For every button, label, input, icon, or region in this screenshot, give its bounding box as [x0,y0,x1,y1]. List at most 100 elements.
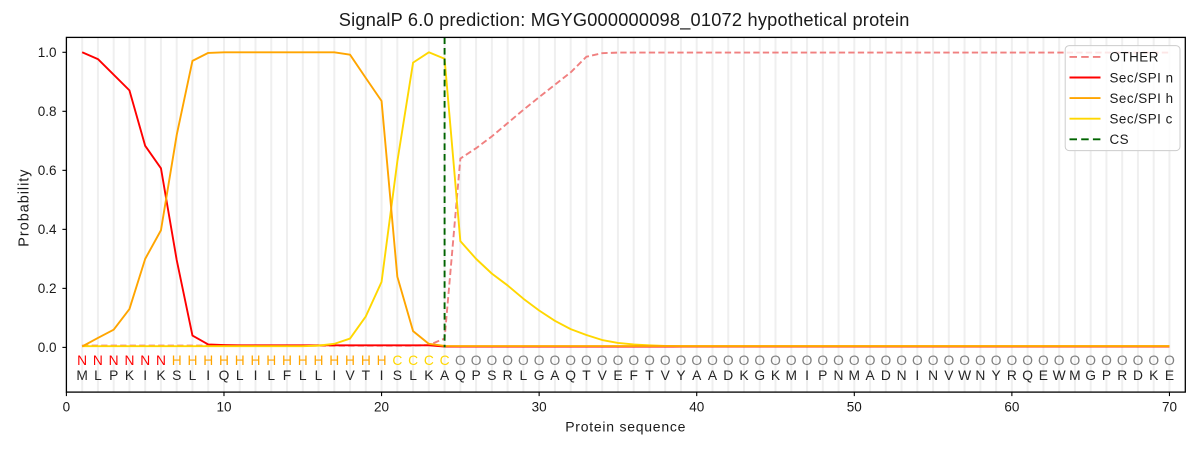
svg-text:O: O [865,353,876,368]
svg-text:O: O [723,353,734,368]
svg-text:C: C [408,353,418,368]
svg-text:Probability: Probability [16,168,32,246]
svg-text:I: I [332,368,336,383]
svg-text:O: O [1101,353,1112,368]
svg-text:O: O [660,353,671,368]
svg-text:O: O [1133,353,1144,368]
svg-text:O: O [471,353,482,368]
svg-text:O: O [691,353,702,368]
svg-text:L: L [94,368,102,383]
svg-text:O: O [1085,353,1096,368]
svg-text:H: H [172,353,182,368]
svg-text:O: O [1022,353,1033,368]
svg-text:N: N [140,353,150,368]
svg-text:Q: Q [219,368,230,383]
svg-text:O: O [975,353,986,368]
svg-text:H: H [266,353,276,368]
svg-text:O: O [676,353,687,368]
svg-text:H: H [361,353,371,368]
svg-text:G: G [1085,368,1096,383]
svg-text:H: H [251,353,261,368]
svg-text:P: P [818,368,827,383]
svg-text:O: O [550,353,561,368]
svg-text:C: C [424,353,434,368]
svg-text:CS: CS [1110,132,1130,147]
svg-text:O: O [959,353,970,368]
svg-text:O: O [628,353,639,368]
svg-text:R: R [503,368,513,383]
svg-text:L: L [299,368,307,383]
svg-text:Q: Q [455,368,466,383]
svg-text:I: I [805,368,809,383]
svg-text:W: W [958,368,971,383]
svg-text:K: K [125,368,135,383]
svg-text:P: P [109,368,118,383]
svg-text:O: O [833,353,844,368]
svg-text:H: H [187,353,197,368]
svg-text:O: O [534,353,545,368]
svg-text:N: N [77,353,87,368]
svg-text:T: T [362,368,371,383]
svg-text:M: M [76,368,88,383]
svg-text:OTHER: OTHER [1110,50,1159,65]
svg-text:N: N [93,353,103,368]
svg-text:F: F [629,368,637,383]
svg-text:D: D [723,368,733,383]
svg-text:N: N [109,353,119,368]
svg-text:40: 40 [689,400,704,415]
svg-text:E: E [613,368,622,383]
svg-text:O: O [1007,353,1018,368]
svg-text:O: O [1117,353,1128,368]
svg-text:Y: Y [676,368,685,383]
svg-text:R: R [1117,368,1127,383]
svg-text:A: A [440,368,450,383]
svg-text:K: K [156,368,166,383]
svg-text:O: O [1054,353,1065,368]
svg-text:L: L [189,368,197,383]
svg-text:G: G [534,368,545,383]
svg-text:O: O [565,353,576,368]
svg-text:H: H [282,353,292,368]
svg-text:O: O [455,353,466,368]
svg-text:V: V [598,368,608,383]
svg-text:O: O [880,353,891,368]
svg-text:A: A [550,368,560,383]
svg-text:O: O [613,353,624,368]
svg-text:O: O [1070,353,1081,368]
svg-text:Sec/SPI h: Sec/SPI h [1110,91,1174,106]
svg-text:L: L [409,368,417,383]
svg-text:0.0: 0.0 [38,340,57,355]
svg-text:K: K [739,368,749,383]
svg-text:O: O [991,353,1002,368]
svg-text:60: 60 [1004,400,1019,415]
svg-text:N: N [897,368,907,383]
svg-text:O: O [581,353,592,368]
svg-text:O: O [817,353,828,368]
svg-text:L: L [520,368,528,383]
svg-text:O: O [1038,353,1049,368]
svg-text:V: V [944,368,954,383]
svg-text:O: O [786,353,797,368]
svg-text:O: O [912,353,923,368]
svg-text:V: V [345,368,355,383]
svg-text:H: H [219,353,229,368]
svg-text:H: H [345,353,355,368]
svg-text:S: S [172,368,181,383]
svg-text:0.8: 0.8 [38,104,57,119]
svg-text:T: T [645,368,654,383]
svg-text:I: I [254,368,258,383]
svg-text:K: K [1149,368,1159,383]
svg-text:O: O [518,353,529,368]
svg-text:D: D [1133,368,1143,383]
svg-text:1.0: 1.0 [38,45,57,60]
svg-text:L: L [236,368,244,383]
svg-text:0.2: 0.2 [38,281,57,296]
svg-text:20: 20 [374,400,389,415]
svg-text:O: O [896,353,907,368]
svg-text:N: N [124,353,134,368]
svg-text:N: N [834,368,844,383]
svg-text:C: C [440,353,450,368]
svg-text:H: H [314,353,324,368]
svg-text:H: H [298,353,308,368]
svg-text:Sec/SPI n: Sec/SPI n [1110,70,1174,85]
